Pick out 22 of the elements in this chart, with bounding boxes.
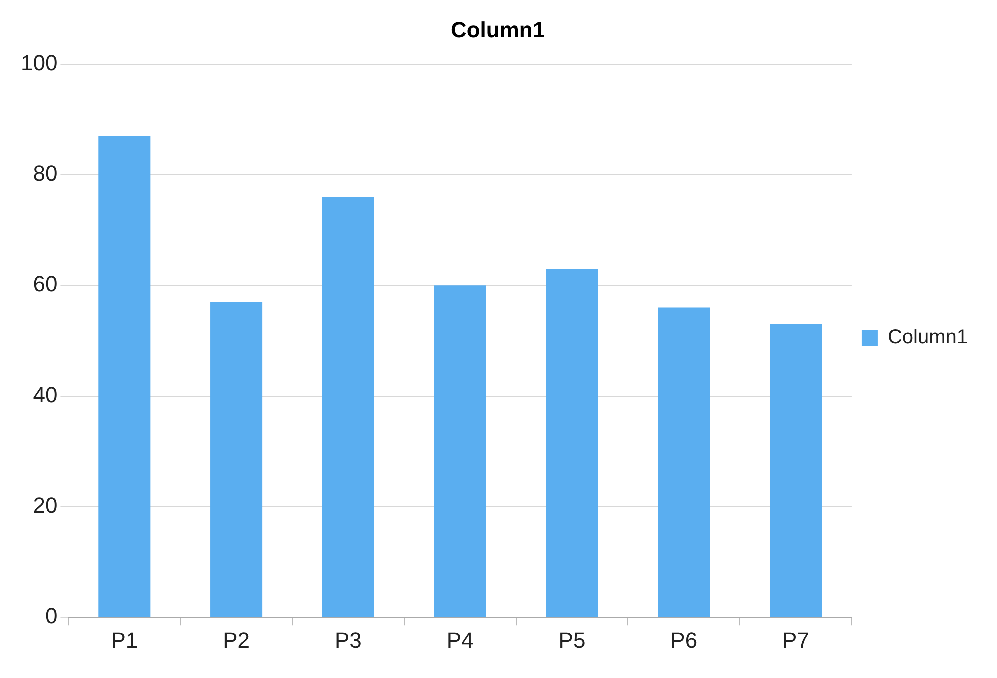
bar [98, 136, 151, 618]
bar [322, 197, 374, 618]
x-tick-label: P2 [223, 628, 250, 653]
y-tick-label: 60 [33, 272, 58, 297]
bar [658, 308, 710, 618]
y-tick-label: 40 [33, 382, 58, 408]
y-tick-label: 20 [33, 493, 58, 518]
bar [434, 286, 486, 618]
y-tick-label: 0 [45, 604, 58, 629]
x-tick-label: P7 [782, 628, 810, 653]
x-tick-label: P6 [670, 628, 698, 653]
bar [210, 302, 263, 618]
x-tick-label: P3 [334, 628, 362, 653]
x-tick-label: P1 [111, 628, 138, 653]
y-tick-label: 100 [20, 50, 58, 76]
bar [770, 324, 822, 618]
x-tick-label: P5 [558, 628, 586, 653]
legend-label: Column1 [888, 326, 968, 349]
chart-title: Column1 [450, 17, 546, 42]
x-tick-label: P4 [446, 628, 474, 653]
y-tick-label: 80 [33, 161, 58, 186]
bar [546, 269, 598, 618]
